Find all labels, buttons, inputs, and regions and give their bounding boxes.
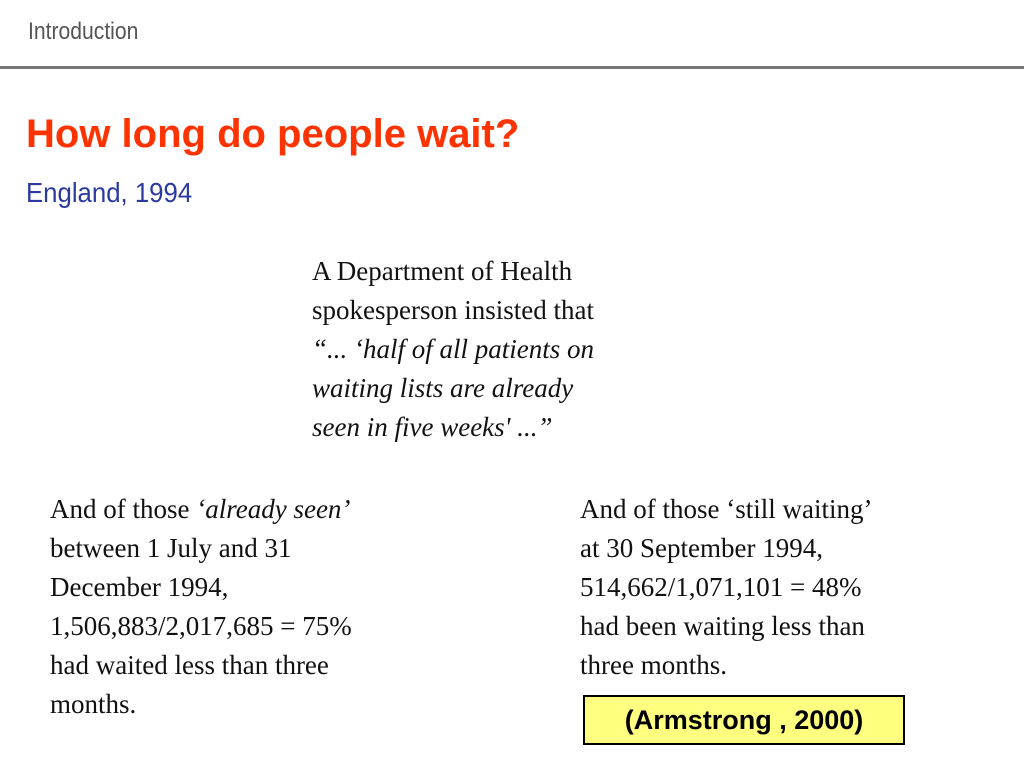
- column-line: 514,662/1,071,101 = 48%: [580, 572, 862, 602]
- header-divider: [0, 66, 1024, 69]
- slide-title: How long do people wait?: [26, 112, 520, 156]
- column-line: between 1 July and 31: [50, 533, 292, 563]
- column-line: months.: [50, 689, 137, 719]
- quote-line: waiting lists are already: [312, 373, 574, 403]
- column-line: at 30 September 1994,: [580, 533, 823, 563]
- still-waiting-column: And of those ‘still waiting’ at 30 Septe…: [580, 490, 1000, 685]
- column-line: 1,506,883/2,017,685 = 75%: [50, 611, 352, 641]
- quote-block: A Department of Health spokesperson insi…: [312, 252, 692, 447]
- quote-line: spokesperson insisted that: [312, 295, 594, 325]
- quote-line: seen in five weeks' ...”: [312, 412, 553, 442]
- column-text: And of those: [50, 494, 197, 524]
- column-line: And of those ‘already seen’: [50, 490, 470, 529]
- column-line: December 1994,: [50, 572, 229, 602]
- column-emphasis: ‘already seen’: [196, 494, 351, 524]
- column-line: And of those ‘still waiting’: [580, 494, 873, 524]
- slide-subtitle: England, 1994: [26, 177, 193, 208]
- column-line: had been waiting less than: [580, 611, 865, 641]
- quote-line: A Department of Health: [312, 256, 573, 286]
- already-seen-column: And of those ‘already seen’ between 1 Ju…: [50, 490, 470, 724]
- column-line: three months.: [580, 650, 727, 680]
- column-line: had waited less than three: [50, 650, 329, 680]
- citation-box: (Armstrong , 2000): [583, 695, 905, 745]
- quote-line: “... ‘half of all patients on: [312, 334, 595, 364]
- section-label: Introduction: [28, 18, 139, 45]
